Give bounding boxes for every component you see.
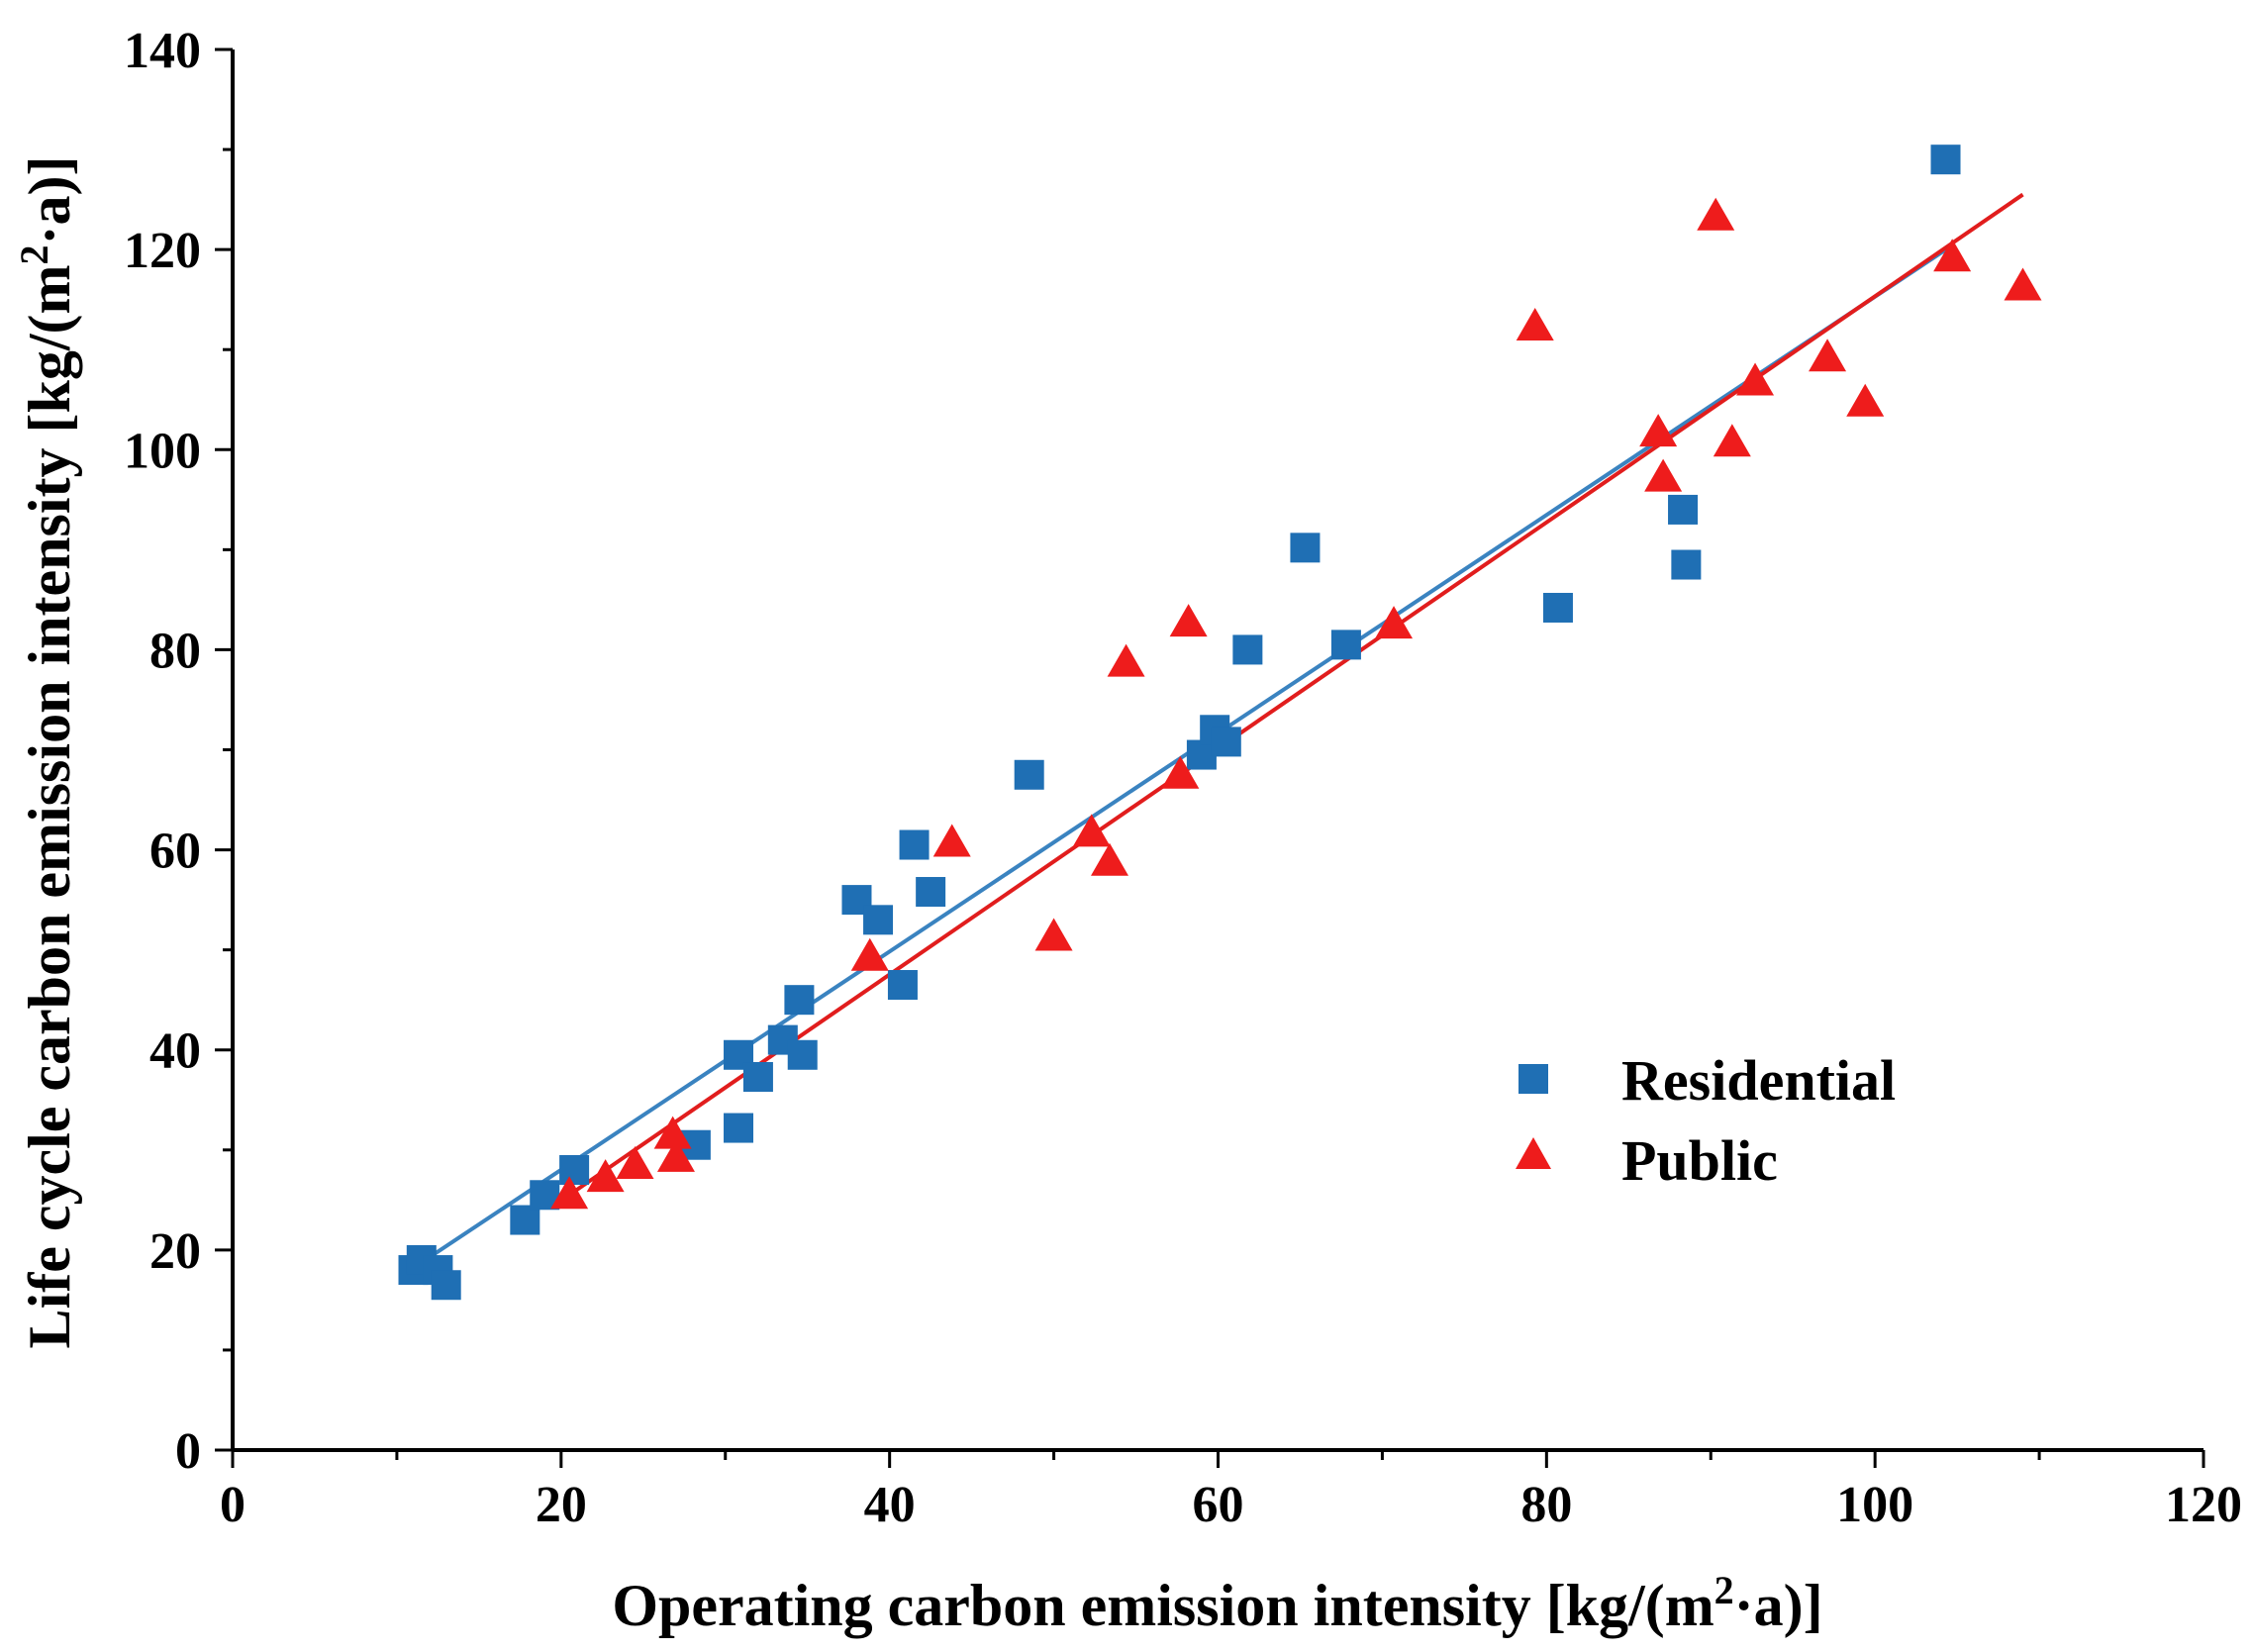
point-public bbox=[1072, 814, 1111, 847]
data-points bbox=[398, 145, 2042, 1301]
point-public bbox=[2004, 267, 2042, 301]
x-axis-label: Operating carbon emission intensity [kg/… bbox=[612, 1568, 1822, 1638]
point-public bbox=[850, 937, 889, 971]
point-public bbox=[1809, 339, 1847, 372]
point-public bbox=[1516, 307, 1554, 340]
tick-labels: 0 20 40 60 80 100 120 0 20 40 60 80 100 120 140 bbox=[124, 23, 2242, 1533]
point-residential bbox=[916, 877, 946, 908]
point-residential bbox=[887, 970, 918, 1001]
point-public bbox=[1090, 842, 1128, 876]
point-public bbox=[1933, 239, 1972, 272]
point-residential bbox=[787, 1039, 818, 1070]
point-public bbox=[1169, 604, 1208, 637]
point-public bbox=[1375, 606, 1414, 639]
point-residential bbox=[742, 1062, 773, 1093]
legend-label-residential: Residential bbox=[1621, 1048, 1896, 1113]
y-tick-label: 40 bbox=[149, 1023, 201, 1080]
point-public bbox=[656, 1138, 695, 1172]
point-residential bbox=[1290, 533, 1321, 563]
point-residential bbox=[510, 1205, 540, 1235]
point-residential bbox=[1671, 549, 1702, 580]
point-public bbox=[1644, 458, 1683, 492]
x-tick-label: 20 bbox=[536, 1477, 587, 1533]
point-public bbox=[1736, 362, 1775, 396]
y-tick-label: 20 bbox=[149, 1223, 201, 1280]
point-public bbox=[1161, 755, 1200, 789]
y-tick-label: 0 bbox=[175, 1423, 201, 1480]
legend-label-public: Public bbox=[1621, 1128, 1778, 1193]
y-tick-label: 120 bbox=[124, 223, 201, 279]
axes bbox=[215, 48, 2205, 1468]
point-residential bbox=[559, 1155, 590, 1185]
point-residential bbox=[1211, 727, 1241, 757]
x-tick-label: 60 bbox=[1193, 1477, 1244, 1533]
point-public bbox=[586, 1159, 625, 1193]
point-public bbox=[616, 1145, 654, 1179]
y-tick-label: 60 bbox=[149, 824, 201, 880]
x-tick-label: 0 bbox=[220, 1477, 245, 1533]
point-residential bbox=[784, 985, 815, 1016]
legend-marker-residential bbox=[1518, 1064, 1548, 1094]
point-residential bbox=[1232, 634, 1263, 665]
y-tick-label: 80 bbox=[149, 623, 201, 679]
point-residential bbox=[1014, 759, 1044, 790]
point-residential bbox=[1542, 592, 1573, 623]
point-residential bbox=[724, 1113, 754, 1143]
x-tick-label: 80 bbox=[1520, 1477, 1572, 1533]
point-residential bbox=[899, 829, 930, 860]
y-axis-label: Life cycle carbon emission intensity [kg… bbox=[12, 156, 82, 1349]
point-public bbox=[1846, 383, 1885, 417]
y-tick-label: 140 bbox=[124, 23, 201, 79]
point-residential bbox=[1668, 494, 1699, 525]
point-residential bbox=[863, 905, 894, 935]
point-public bbox=[1697, 197, 1735, 231]
legend: Residential Public bbox=[1516, 1048, 1896, 1193]
point-public bbox=[1639, 414, 1678, 447]
x-tick-label: 40 bbox=[864, 1477, 916, 1533]
point-public bbox=[932, 824, 971, 857]
point-residential bbox=[1930, 145, 1961, 175]
x-tick-label: 120 bbox=[2165, 1477, 2242, 1533]
point-public bbox=[1107, 643, 1145, 677]
point-public bbox=[653, 1116, 692, 1149]
legend-marker-public bbox=[1516, 1137, 1551, 1169]
point-residential bbox=[1330, 630, 1361, 660]
fit-line-public bbox=[567, 192, 2024, 1197]
point-residential bbox=[431, 1270, 461, 1301]
point-public bbox=[550, 1176, 589, 1210]
y-tick-label: 100 bbox=[124, 423, 201, 479]
point-public bbox=[1034, 918, 1073, 951]
x-tick-label: 100 bbox=[1836, 1477, 1913, 1533]
point-public bbox=[1713, 424, 1751, 457]
